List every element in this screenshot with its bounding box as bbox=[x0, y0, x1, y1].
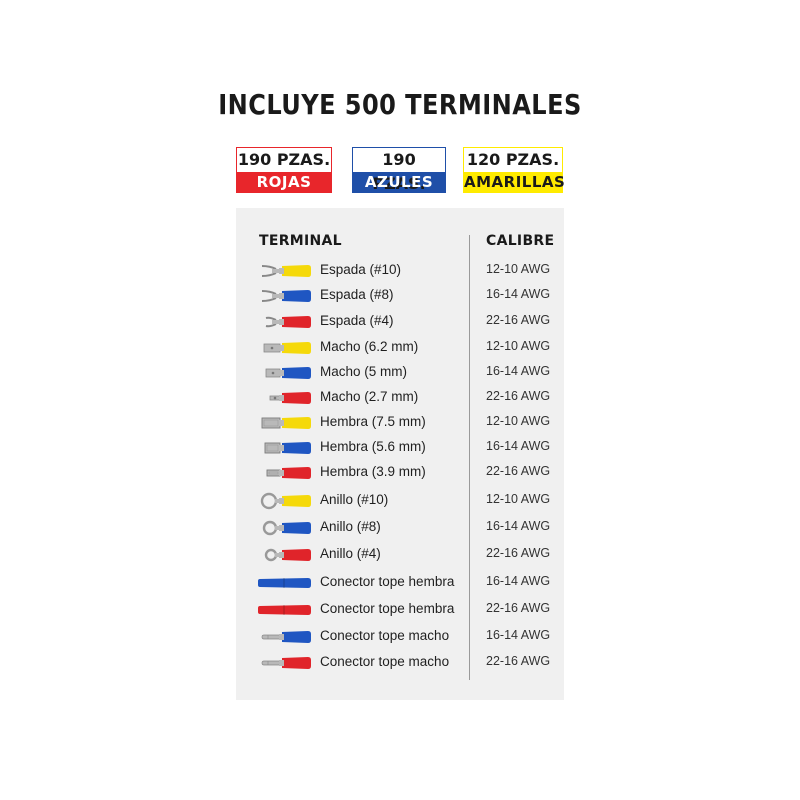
badge-color-label: ROJAS bbox=[237, 172, 331, 192]
terminal-row: Macho (6.2 mm) 12-10 AWG bbox=[236, 336, 564, 360]
terminal-table-panel bbox=[236, 208, 564, 700]
terminal-row: Conector tope macho 16-14 AWG bbox=[236, 625, 564, 649]
terminal-name: Hembra (3.9 mm) bbox=[320, 464, 426, 479]
badge-count: 190 PZAS. bbox=[237, 150, 331, 169]
terminal-row: Macho (5 mm) 16-14 AWG bbox=[236, 361, 564, 385]
badge-count: 190 PZAS. bbox=[372, 150, 425, 193]
ring-terminal-icon bbox=[258, 518, 312, 538]
terminal-gauge: 22-16 AWG bbox=[486, 601, 551, 615]
terminal-name: Macho (6.2 mm) bbox=[320, 339, 419, 354]
terminal-row: Anillo (#8) 16-14 AWG bbox=[236, 516, 564, 540]
spade-terminal-icon bbox=[258, 261, 312, 281]
terminal-row: Macho (2.7 mm) 22-16 AWG bbox=[236, 386, 564, 410]
terminal-gauge: 12-10 AWG bbox=[486, 492, 551, 506]
terminal-name: Conector tope hembra bbox=[320, 601, 455, 616]
badge-color-label: AZULES bbox=[353, 172, 445, 192]
badge-yellow: 120 PZAS. AMARILLAS bbox=[463, 147, 566, 193]
spade-terminal-icon bbox=[258, 286, 312, 306]
male-terminal-icon bbox=[258, 338, 312, 358]
terminal-row: Espada (#4) 22-16 AWG bbox=[236, 310, 564, 334]
terminal-row: Hembra (3.9 mm) 22-16 AWG bbox=[236, 461, 564, 485]
butt-connector-male-icon bbox=[258, 627, 312, 647]
terminal-name: Macho (2.7 mm) bbox=[320, 389, 419, 404]
badge-color-label: AMARILLAS bbox=[464, 172, 566, 192]
terminal-name: Macho (5 mm) bbox=[320, 364, 408, 379]
terminal-row: Conector tope hembra 22-16 AWG bbox=[236, 598, 564, 622]
terminal-name: Hembra (5.6 mm) bbox=[320, 439, 426, 454]
terminal-row: Espada (#8) 16-14 AWG bbox=[236, 284, 564, 308]
terminal-name: Anillo (#8) bbox=[320, 519, 381, 534]
badge-count: 120 PZAS. bbox=[466, 150, 560, 169]
terminal-row: Espada (#10) 12-10 AWG bbox=[236, 259, 564, 283]
page-title: INCLUYE 500 TERMINALES bbox=[218, 88, 582, 121]
female-terminal-icon bbox=[258, 438, 312, 458]
terminal-name: Espada (#4) bbox=[320, 313, 394, 328]
terminal-name: Conector tope hembra bbox=[320, 574, 455, 589]
terminal-name: Conector tope macho bbox=[320, 654, 450, 669]
female-terminal-icon bbox=[258, 463, 312, 483]
male-terminal-icon bbox=[258, 388, 312, 408]
terminal-row: Conector tope macho 22-16 AWG bbox=[236, 651, 564, 675]
column-header-calibre: CALIBRE bbox=[486, 233, 555, 249]
terminal-gauge: 22-16 AWG bbox=[486, 389, 551, 403]
butt-connector-female-icon bbox=[258, 573, 312, 593]
terminal-gauge: 22-16 AWG bbox=[486, 464, 551, 478]
badge-blue: 190 PZAS. AZULES bbox=[352, 147, 446, 193]
terminal-row: Hembra (5.6 mm) 16-14 AWG bbox=[236, 436, 564, 460]
terminal-name: Anillo (#4) bbox=[320, 546, 381, 561]
terminal-gauge: 16-14 AWG bbox=[486, 519, 551, 533]
terminal-gauge: 22-16 AWG bbox=[486, 654, 551, 668]
terminal-name: Anillo (#10) bbox=[320, 492, 389, 507]
terminal-row: Conector tope hembra 16-14 AWG bbox=[236, 571, 564, 595]
terminal-gauge: 16-14 AWG bbox=[486, 628, 551, 642]
terminal-row: Anillo (#4) 22-16 AWG bbox=[236, 543, 564, 567]
terminal-gauge: 16-14 AWG bbox=[486, 364, 551, 378]
column-header-terminal: TERMINAL bbox=[259, 233, 342, 249]
terminal-gauge: 22-16 AWG bbox=[486, 546, 551, 560]
column-divider bbox=[469, 235, 470, 680]
terminal-gauge: 12-10 AWG bbox=[486, 339, 551, 353]
butt-connector-female-icon bbox=[258, 600, 312, 620]
badge-red: 190 PZAS. ROJAS bbox=[236, 147, 332, 193]
terminal-row: Anillo (#10) 12-10 AWG bbox=[236, 489, 564, 513]
male-terminal-icon bbox=[258, 363, 312, 383]
female-terminal-icon bbox=[258, 413, 312, 433]
terminal-gauge: 22-16 AWG bbox=[486, 313, 551, 327]
terminal-name: Hembra (7.5 mm) bbox=[320, 414, 426, 429]
terminal-name: Espada (#10) bbox=[320, 262, 402, 277]
butt-connector-male-icon bbox=[258, 653, 312, 673]
terminal-name: Espada (#8) bbox=[320, 287, 394, 302]
terminal-gauge: 16-14 AWG bbox=[486, 287, 551, 301]
ring-terminal-icon bbox=[258, 545, 312, 565]
terminal-gauge: 16-14 AWG bbox=[486, 574, 551, 588]
terminal-row: Hembra (7.5 mm) 12-10 AWG bbox=[236, 411, 564, 435]
terminal-gauge: 12-10 AWG bbox=[486, 414, 551, 428]
terminal-name: Conector tope macho bbox=[320, 628, 450, 643]
ring-terminal-icon bbox=[258, 491, 312, 511]
terminal-gauge: 16-14 AWG bbox=[486, 439, 551, 453]
spade-terminal-icon bbox=[258, 312, 312, 332]
terminal-gauge: 12-10 AWG bbox=[486, 262, 551, 276]
